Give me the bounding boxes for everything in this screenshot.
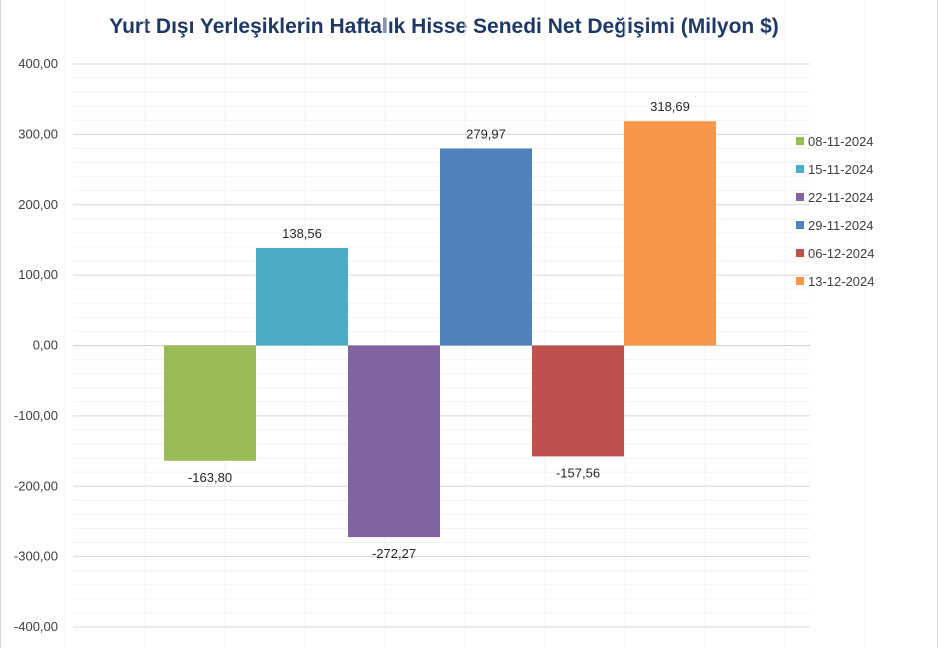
legend-swatch	[796, 249, 804, 257]
y-tick-label: 200,00	[18, 197, 58, 212]
bar	[532, 345, 624, 457]
y-tick-label: 100,00	[18, 267, 58, 282]
data-label: 318,69	[650, 99, 690, 114]
y-tick-label: -300,00	[14, 549, 58, 564]
data-label: 279,97	[466, 126, 506, 141]
data-label: -163,80	[188, 470, 232, 485]
data-label: 138,56	[282, 226, 322, 241]
bar	[624, 121, 716, 346]
legend-swatch	[796, 221, 804, 229]
y-tick-label: -400,00	[14, 619, 58, 634]
legend-swatch	[796, 277, 804, 285]
data-label: -272,27	[372, 546, 416, 561]
legend-label: 22-11-2024	[808, 190, 874, 205]
bar	[256, 247, 348, 346]
legend-label: 15-11-2024	[808, 162, 874, 177]
bar	[164, 345, 256, 461]
y-tick-label: 0,00	[33, 338, 58, 353]
legend-label: 08-11-2024	[808, 134, 874, 149]
y-tick-label: -200,00	[14, 478, 58, 493]
legend-label: 06-12-2024	[808, 246, 875, 261]
legend-swatch	[796, 193, 804, 201]
legend-label: 29-11-2024	[808, 218, 874, 233]
legend-swatch	[796, 137, 804, 145]
data-label: -157,56	[556, 465, 600, 480]
bar	[348, 345, 440, 538]
legend-swatch	[796, 165, 804, 173]
legend-label: 13-12-2024	[808, 274, 875, 289]
y-tick-label: 300,00	[18, 126, 58, 141]
chart-title: Yurt Dışı Yerleşiklerin Haftalık Hisse S…	[109, 15, 779, 38]
y-tick-label: 400,00	[18, 56, 58, 71]
y-tick-label: -100,00	[14, 408, 58, 423]
bar	[440, 148, 532, 346]
